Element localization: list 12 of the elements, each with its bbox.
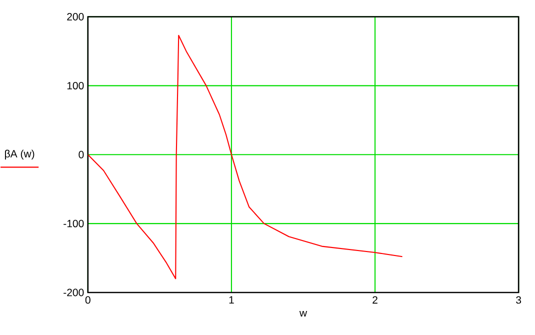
y-tick-label: 200 xyxy=(67,13,84,21)
x-tick-label: 1 xyxy=(229,296,234,304)
y-tick-label: 100 xyxy=(67,82,84,90)
x-tick-label: 2 xyxy=(372,296,378,304)
x-axis-title: w xyxy=(299,311,308,317)
y-tick-label: -100 xyxy=(64,220,84,228)
x-tick-label: 3 xyxy=(516,296,522,304)
y-tick-label: 0 xyxy=(78,150,84,158)
y-tick-label: -200 xyxy=(64,288,84,296)
x-tick-label: 0 xyxy=(85,296,90,304)
line-series xyxy=(88,34,403,280)
y-axis-title: βA (w) xyxy=(5,150,34,160)
